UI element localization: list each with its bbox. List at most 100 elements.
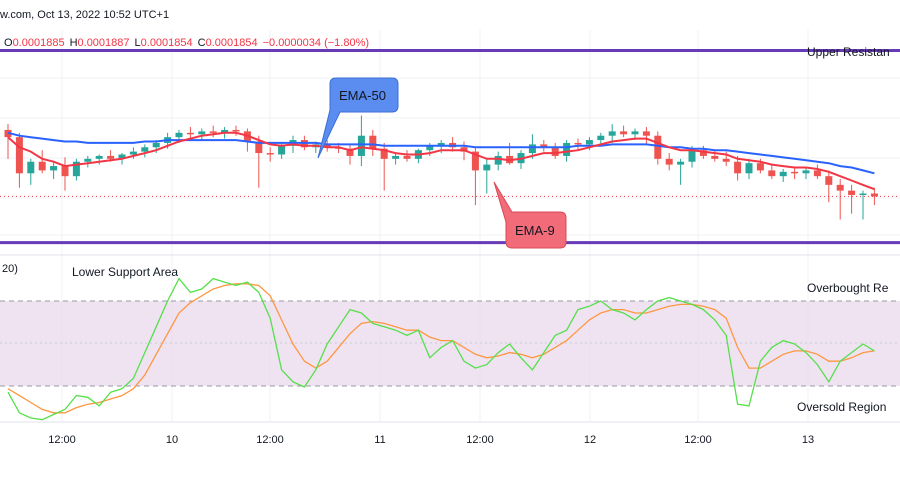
time-axis: 12:00 10 12:00 11 12:00 12 12:00 13 — [48, 434, 814, 446]
candle-body — [665, 158, 673, 165]
candle-body — [61, 166, 69, 177]
time-tick-label: 12:00 — [48, 434, 76, 446]
rsi-line — [7, 277, 875, 421]
candle-body — [483, 164, 491, 171]
low-key: L — [135, 37, 141, 49]
candle-body — [836, 184, 844, 191]
candle-body — [631, 131, 639, 135]
candle-body — [711, 155, 719, 159]
low-value: 0.0001854 — [141, 37, 193, 49]
time-tick-label: 12:00 — [684, 434, 712, 446]
candle-body — [186, 132, 194, 135]
candle-body — [198, 131, 206, 135]
candle-body — [232, 129, 240, 132]
candle-body — [677, 161, 685, 165]
candle-body — [688, 150, 696, 162]
candle-body — [802, 170, 810, 174]
candle-body — [768, 170, 776, 177]
candle-body — [870, 193, 878, 197]
candle-body — [756, 163, 764, 171]
high-value: 0.0001887 — [78, 37, 130, 49]
candle-body — [278, 145, 286, 155]
candle-body — [471, 151, 479, 171]
candle-body — [699, 150, 707, 156]
time-tick-label: 12:00 — [256, 434, 284, 446]
candle-body — [528, 144, 536, 154]
upper-resistance-label: Upper Resistan — [807, 45, 890, 59]
candle-body — [129, 151, 137, 155]
candle-body — [152, 142, 160, 148]
candle-body — [563, 142, 571, 156]
ema9-callout-label: EMA-9 — [515, 223, 555, 238]
close-value: 0.0001854 — [206, 37, 258, 49]
candle-body — [72, 161, 80, 177]
time-tick-label: 12 — [584, 434, 596, 446]
candle-body — [437, 142, 445, 146]
ema50-callout-label: EMA-50 — [339, 88, 386, 103]
candle-body — [175, 132, 183, 138]
candle-body — [779, 171, 787, 177]
candle-body — [734, 161, 742, 174]
candles-layer — [4, 115, 878, 220]
candle-body — [141, 147, 149, 152]
candle-body — [38, 161, 46, 171]
candle-body — [722, 158, 730, 162]
candle-body — [107, 155, 115, 159]
candle-body — [574, 142, 582, 145]
rsi-signal-line — [7, 283, 875, 414]
open-key: O — [4, 37, 13, 49]
candle-body — [346, 148, 354, 156]
candle-body — [597, 135, 605, 141]
candle-body — [84, 158, 92, 162]
candle-body — [813, 170, 821, 177]
candle-body — [642, 131, 650, 136]
candle-body — [15, 137, 23, 174]
rsi-indicator-label: 20) — [2, 263, 18, 275]
time-tick-label: 12:00 — [466, 434, 494, 446]
oversold-label: Oversold Region — [797, 400, 886, 414]
overbought-label: Overbought Re — [807, 281, 889, 295]
candle-body — [825, 176, 833, 185]
change-value: −0.0000034 (−1.80%) — [263, 37, 369, 49]
ema50-callout — [317, 77, 399, 159]
time-tick-label: 10 — [166, 434, 178, 446]
candle-body — [540, 144, 548, 148]
candle-body — [95, 155, 103, 159]
candle-body — [357, 135, 365, 156]
candle-body — [255, 141, 263, 154]
price-grid — [0, 77, 900, 236]
candle-body — [392, 155, 400, 159]
ema9-line — [7, 131, 875, 191]
candle-body — [654, 135, 662, 159]
candle-body — [403, 155, 411, 159]
candle-body — [221, 129, 229, 133]
candle-body — [585, 140, 593, 145]
candle-body — [209, 131, 217, 133]
candle-body — [50, 166, 58, 171]
candle-body — [848, 190, 856, 195]
candle-body — [494, 155, 502, 165]
close-key: C — [198, 37, 206, 49]
candle-body — [369, 135, 377, 149]
time-tick-label: 11 — [374, 434, 385, 446]
candle-body — [745, 163, 753, 174]
candle-body — [791, 171, 799, 174]
open-value: 0.0001885 — [13, 37, 65, 49]
time-tick-label: 13 — [802, 434, 814, 446]
candle-body — [118, 154, 126, 159]
candle-body — [859, 193, 867, 196]
lower-support-label: Lower Support Area — [72, 265, 178, 279]
candle-body — [323, 144, 331, 148]
candle-body — [27, 161, 35, 174]
candle-body — [608, 131, 616, 136]
candle-body — [380, 148, 388, 159]
candle-body — [266, 153, 274, 155]
ema9-callout — [493, 181, 567, 249]
candle-body — [551, 147, 559, 156]
ohlc-readout: O0.0001885 H0.0001887 L0.0001854 C0.0001854… — [4, 37, 369, 49]
candle-body — [426, 145, 434, 151]
ema50-line — [7, 131, 875, 175]
chart-source-title: w.com, Oct 13, 2022 10:52 UTC+1 — [0, 9, 169, 21]
candle-body — [620, 131, 628, 135]
